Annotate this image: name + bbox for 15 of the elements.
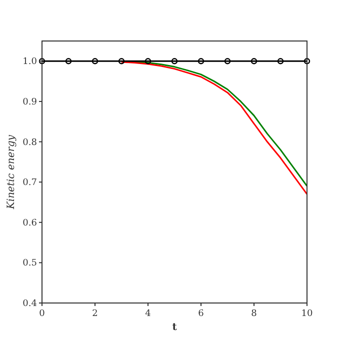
y-tick-label: 0.8 (22, 138, 38, 148)
x-tick-label: 0 (39, 309, 46, 319)
x-tick-label: 10 (301, 309, 313, 319)
y-tick-label: 0.5 (22, 258, 38, 269)
y-tick-label: 1.0 (22, 57, 38, 68)
x-tick-label: 4 (145, 309, 152, 319)
y-tick-label: 0.7 (22, 178, 38, 188)
x-tick-label: 8 (251, 309, 258, 319)
x-tick-label: 6 (198, 309, 204, 319)
y-tick-label: 0.6 (22, 218, 38, 228)
x-axis-title: t (172, 322, 178, 333)
x-tick-label: 2 (92, 309, 98, 319)
y-tick-label: 0.9 (22, 97, 38, 108)
y-axis-title: Kinetic energy (6, 134, 17, 210)
y-tick-label: 0.4 (22, 299, 38, 309)
